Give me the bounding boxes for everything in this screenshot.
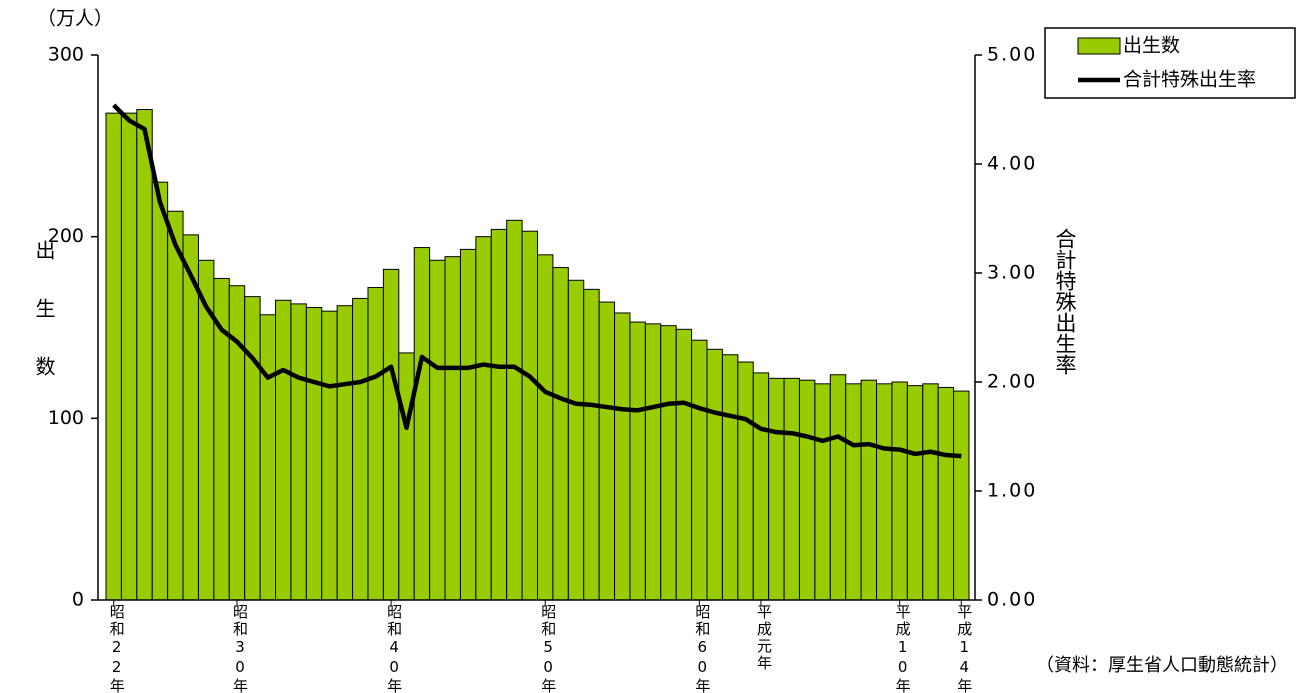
bar (583, 288, 600, 601)
bar (567, 279, 585, 601)
bar (506, 219, 523, 601)
x-tick-label: 平成10年 (893, 604, 912, 693)
bar (228, 285, 246, 601)
bar (382, 268, 400, 601)
y-tick-label: 0 (72, 589, 84, 611)
x-tick-label: 昭和22年 (107, 604, 126, 693)
bar (521, 230, 539, 601)
bar (691, 339, 708, 601)
y2-tick-label: 3.00 (987, 262, 1037, 284)
x-tick-label: 昭和40年 (385, 604, 404, 693)
bar (614, 312, 631, 601)
bar (937, 386, 955, 601)
x-tick-label: 昭和60年 (693, 604, 712, 693)
legend-label: 出生数 (1123, 35, 1180, 57)
bar (490, 228, 508, 601)
bar (891, 381, 908, 601)
y-tick-label: 200 (48, 225, 84, 247)
y-tick-label: 100 (48, 407, 84, 429)
bar (721, 354, 739, 601)
bar (629, 321, 646, 601)
y2-axis-title: 合計特殊出生率 (1053, 228, 1077, 375)
bar (367, 287, 384, 601)
bar (906, 385, 924, 601)
x-tick-label: 平成元年 (754, 604, 773, 672)
bar (814, 383, 831, 601)
bar (953, 390, 970, 601)
bar (922, 383, 939, 601)
bar (783, 377, 800, 601)
bar (120, 112, 138, 601)
bar (352, 297, 369, 601)
bar (675, 328, 693, 601)
bar (244, 296, 261, 601)
bar (136, 109, 153, 601)
legend-swatch (1077, 37, 1121, 55)
y-axis-title: 出生数 (32, 240, 56, 414)
bar (845, 383, 862, 601)
bar (259, 314, 277, 601)
bar (321, 310, 338, 601)
bar (876, 383, 893, 601)
bar (444, 256, 461, 601)
y2-tick-label: 2.00 (987, 371, 1037, 393)
bar (798, 379, 816, 601)
x-tick-label: 平成14年 (955, 604, 974, 693)
line (112, 103, 962, 459)
x-tick-label: 昭和50年 (539, 604, 558, 693)
bar (398, 352, 415, 601)
bar (552, 267, 569, 601)
x-tick-label: 昭和30年 (230, 604, 249, 693)
bar (275, 299, 292, 601)
y2-tick-label: 1.00 (987, 480, 1037, 502)
bar (413, 247, 431, 601)
bar (305, 307, 323, 601)
bar (737, 361, 754, 601)
y2-tick-label: 4.00 (987, 153, 1037, 175)
bar (336, 305, 354, 601)
bar (105, 112, 122, 601)
bar (860, 379, 878, 601)
legend-label: 合計特殊出生率 (1123, 69, 1256, 91)
bar (644, 323, 662, 601)
bar (459, 248, 477, 601)
bar (660, 325, 677, 601)
bar (829, 374, 847, 601)
bar (167, 210, 184, 601)
y2-tick-label: 0.00 (987, 589, 1037, 611)
bar (151, 181, 169, 601)
bar (537, 254, 554, 601)
bar (429, 259, 446, 601)
y2-tick-label: 5.00 (987, 44, 1037, 66)
bar (768, 377, 785, 601)
bar (290, 303, 307, 601)
bar (706, 348, 723, 601)
unit-label: （万人） (37, 8, 113, 30)
bar (752, 372, 770, 601)
y-tick-label: 300 (48, 44, 84, 66)
bar (598, 301, 616, 601)
bar (475, 236, 492, 601)
source-note: （資料：厚生省人口動態統計） (1036, 655, 1288, 676)
